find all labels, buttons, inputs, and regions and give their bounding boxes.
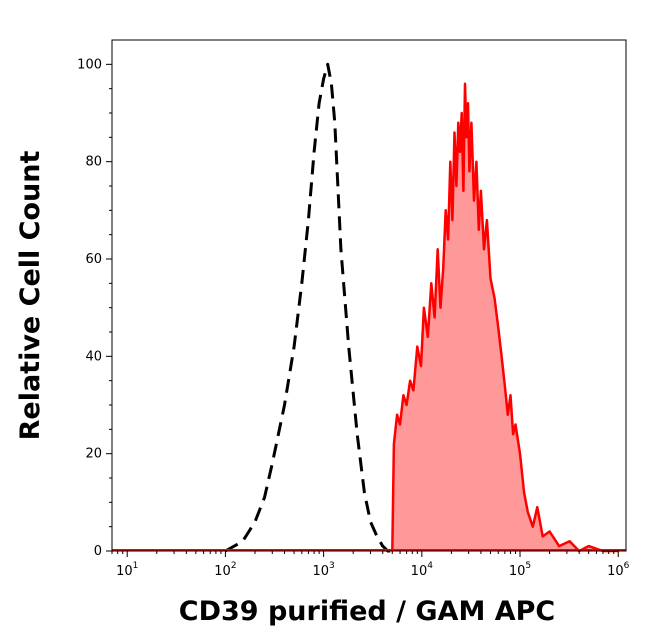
- y-tick-label: 40: [85, 349, 102, 364]
- y-tick-label: 20: [85, 447, 102, 462]
- series-0-line: [224, 62, 393, 553]
- x-tick-label: 103: [312, 561, 334, 579]
- x-axis: 101 102 103 104 105 106: [111, 551, 630, 579]
- y-tick-label: 100: [77, 57, 102, 72]
- x-tick-label: 105: [509, 561, 531, 579]
- y-tick-label: 80: [85, 155, 102, 170]
- series-1-line: [391, 82, 619, 553]
- x-axis-label: CD39 purified / GAM APC: [179, 596, 555, 627]
- x-tick-label: 102: [214, 561, 236, 579]
- y-tick-label: 0: [94, 544, 102, 559]
- x-tick-label: 101: [116, 561, 138, 579]
- series-layer: [112, 62, 626, 553]
- x-tick-label: 104: [411, 561, 434, 579]
- y-axis: 0 20 40 60 80 100: [77, 57, 112, 559]
- x-tick-label: 106: [607, 561, 630, 579]
- plot-frame: [111, 39, 627, 552]
- y-axis-label: Relative Cell Count: [15, 151, 46, 441]
- y-tick-label: 60: [85, 252, 102, 267]
- series-1-fill: [392, 83, 619, 552]
